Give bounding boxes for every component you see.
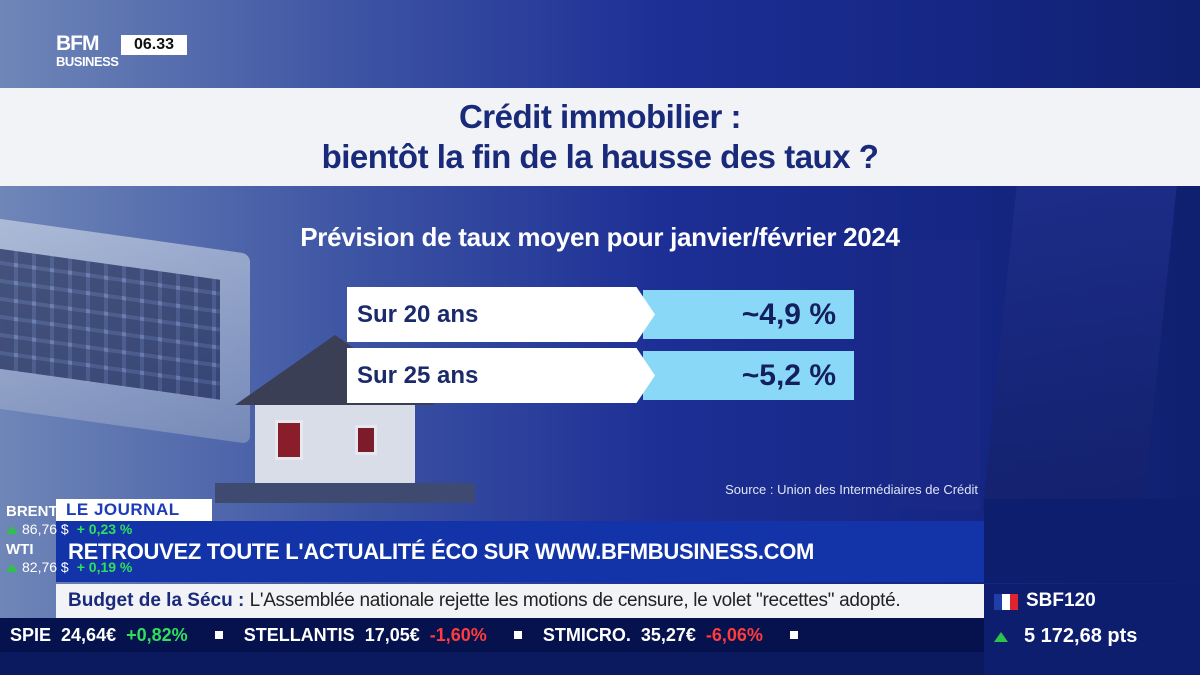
- market-name: BRENT: [6, 503, 58, 520]
- arrow-up-icon: [6, 526, 18, 535]
- building-illustration: [890, 240, 980, 510]
- market-change: + 0,23 %: [76, 521, 133, 537]
- ticker-price: 17,05€: [364, 625, 420, 645]
- index-value-panel: 5 172,68 pts: [984, 618, 1200, 675]
- rate-label: Sur 20 ans: [347, 287, 655, 342]
- ticker-separator: [789, 631, 798, 640]
- ticker-separator: [513, 631, 522, 640]
- flag-stripe-blue: [994, 594, 1002, 610]
- flag-stripe-white: [1002, 594, 1010, 610]
- market-price: 86,76 $: [22, 521, 69, 537]
- ticker-change: -1,60%: [429, 625, 487, 645]
- ticker-symbol: STELLANTIS: [243, 625, 355, 645]
- house-window: [275, 420, 303, 460]
- keyboard-illustration: [0, 248, 220, 400]
- page-title-line2: bientôt la fin de la hausse des taux ?: [321, 138, 879, 175]
- bottom-strip: [0, 652, 984, 675]
- ticker-symbol: SPIE: [10, 625, 52, 645]
- news-text: L'Assemblée nationale rejette les motion…: [249, 590, 901, 611]
- ticker-item: STMICRO. 35,27€ -6,06%: [543, 618, 763, 652]
- news-crawl: Budget de la Sécu : L'Assemblée national…: [56, 584, 984, 618]
- source-note: Source : Union des Intermédiaires de Cré…: [725, 482, 978, 497]
- ticker-symbol: STMICRO.: [542, 625, 631, 645]
- market-change: + 0,19 %: [76, 559, 133, 575]
- index-header: SBF120: [984, 584, 1200, 618]
- market-wti: WTI 82,76 $ + 0,19 %: [6, 541, 216, 575]
- market-line: 86,76 $ + 0,23 %: [6, 521, 216, 537]
- ticker-separator: [214, 631, 223, 640]
- ticker-change: +0,82%: [126, 625, 188, 645]
- logo-line2: BUSINESS: [56, 54, 119, 69]
- ticker-price: 35,27€: [640, 625, 696, 645]
- commodity-panel: [984, 499, 1200, 583]
- arrow-up-icon: [6, 564, 18, 573]
- program-tag: LE JOURNAL: [56, 499, 212, 521]
- house-base: [215, 483, 475, 503]
- rate-label: Sur 25 ans: [347, 348, 655, 403]
- rate-row-25-years: ~5,2 % Sur 25 ans: [347, 348, 854, 403]
- channel-logo: BFM BUSINESS: [56, 32, 119, 74]
- arrow-up-icon: [994, 632, 1008, 642]
- house-window: [355, 425, 377, 455]
- news-topic: Budget de la Sécu :: [68, 590, 245, 611]
- index-name: SBF120: [1026, 590, 1096, 611]
- flag-stripe-red: [1010, 594, 1018, 610]
- market-line: 82,76 $ + 0,19 %: [6, 559, 216, 575]
- index-value: 5 172,68 pts: [1024, 625, 1138, 647]
- france-flag-icon: [994, 594, 1018, 610]
- ticker-change: -6,06%: [705, 625, 763, 645]
- chart-subtitle: Prévision de taux moyen pour janvier/fév…: [300, 222, 900, 252]
- rate-value: ~4,9 %: [643, 290, 854, 339]
- title-band: Crédit immobilier : bientôt la fin de la…: [0, 88, 1200, 186]
- logo-line1: BFM: [56, 32, 100, 55]
- rate-value: ~5,2 %: [643, 351, 854, 400]
- market-price: 82,76 $: [22, 559, 69, 575]
- broadcast-clock: 06.33: [121, 35, 187, 55]
- headline-banner: RETROUVEZ TOUTE L'ACTUALITÉ ÉCO SUR WWW.…: [56, 521, 984, 582]
- ticker-item: SPIE 24,64€ +0,82%: [10, 618, 188, 652]
- stock-ticker: SPIE 24,64€ +0,82% STELLANTIS 17,05€ -1,60% …: [0, 618, 984, 652]
- market-name: WTI: [6, 541, 34, 558]
- rate-row-20-years: ~4,9 % Sur 20 ans: [347, 287, 854, 342]
- ticker-price: 24,64€: [61, 625, 117, 645]
- market-brent: BRENT 86,76 $ + 0,23 %: [6, 503, 216, 537]
- page-title-line1: Crédit immobilier :: [458, 98, 742, 135]
- ticker-item: STELLANTIS 17,05€ -1,60%: [244, 618, 487, 652]
